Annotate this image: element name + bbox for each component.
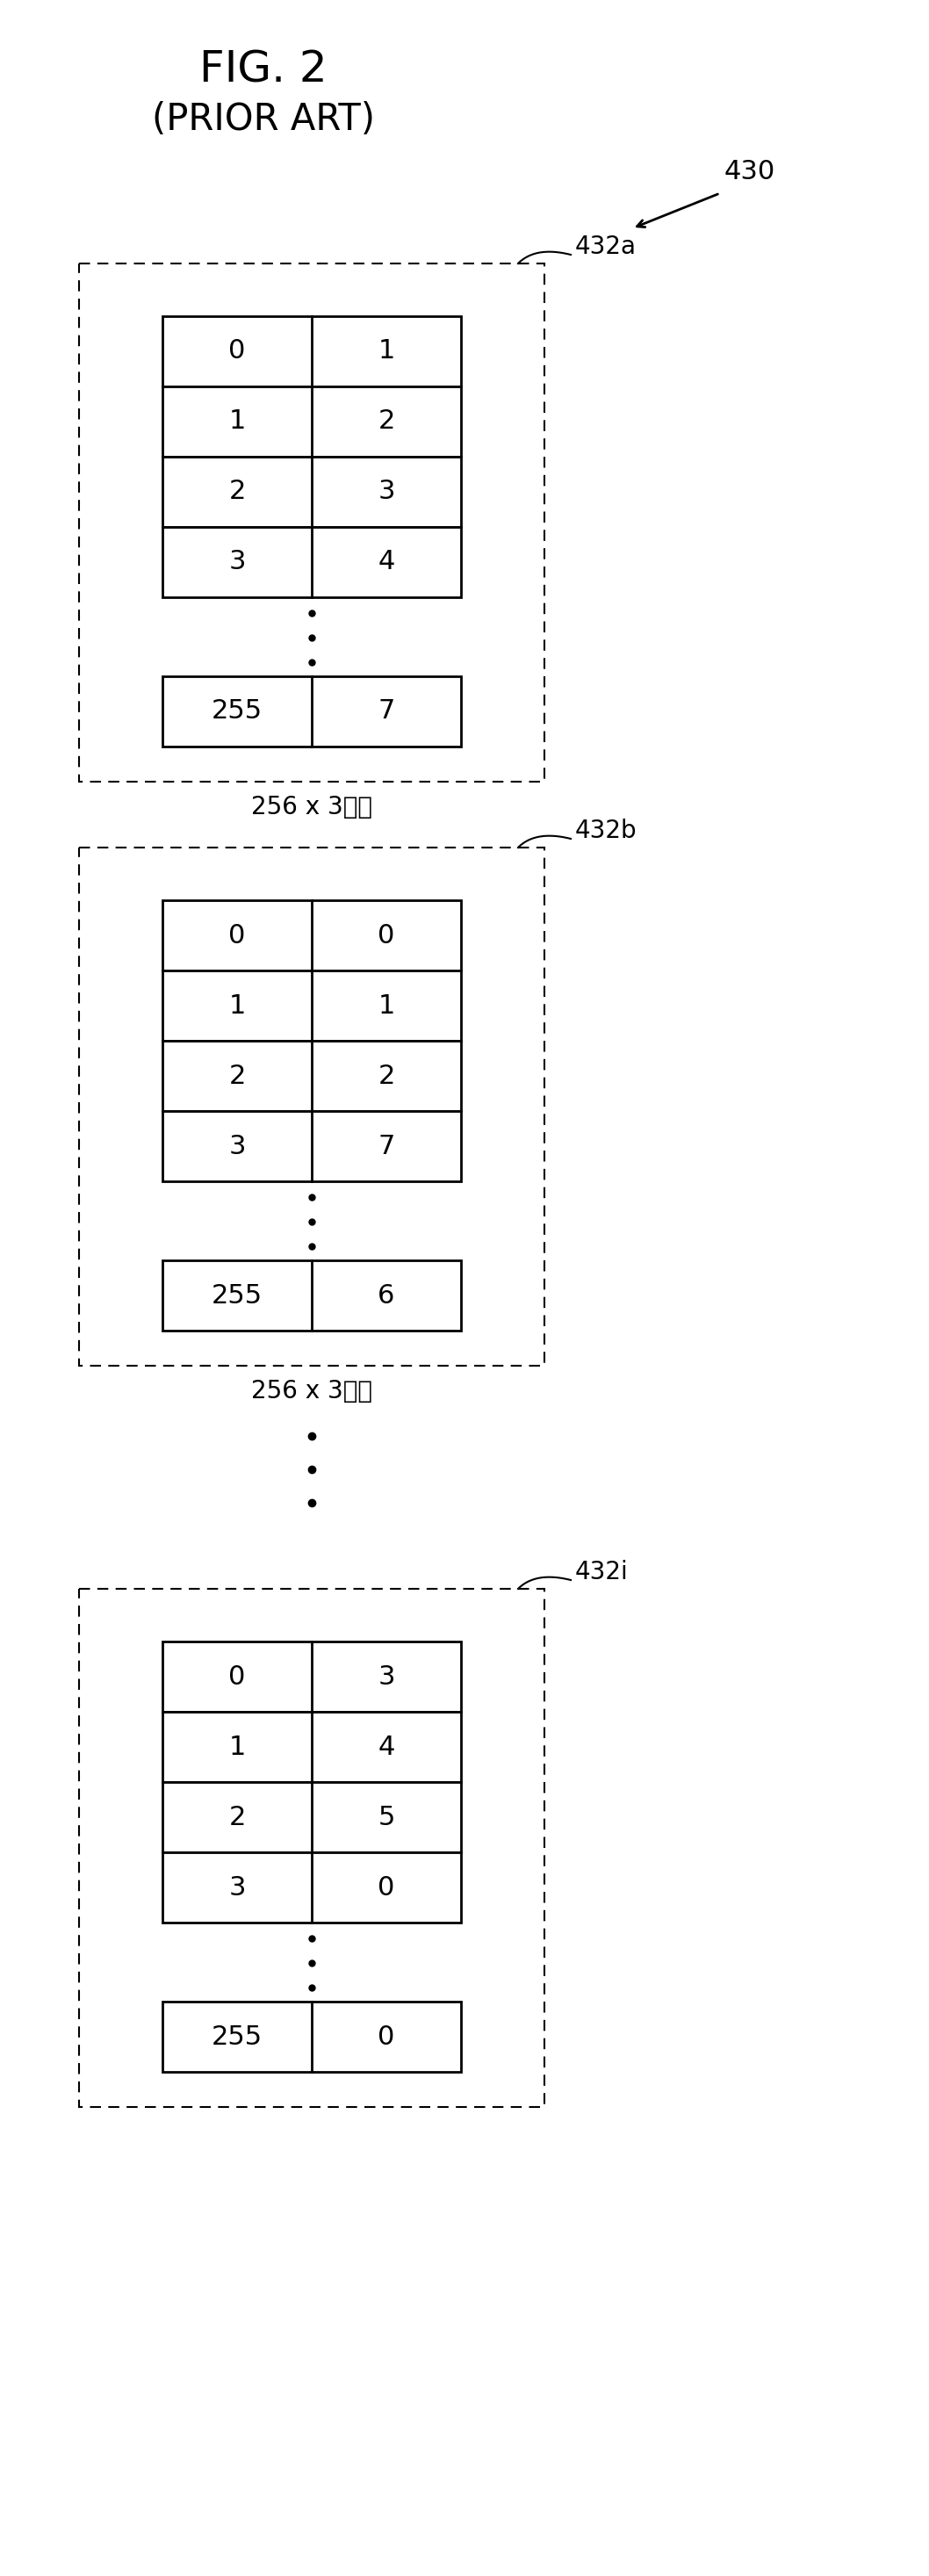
- Bar: [79, 263, 544, 781]
- Text: 0: 0: [378, 2025, 395, 2050]
- Bar: [163, 677, 461, 747]
- Text: 0: 0: [378, 922, 395, 948]
- Text: 2: 2: [229, 1064, 245, 1090]
- Text: 0: 0: [378, 1875, 395, 1901]
- Text: 0: 0: [229, 922, 245, 948]
- Text: 4: 4: [378, 549, 395, 574]
- Text: 3: 3: [378, 1664, 395, 1690]
- Text: 0: 0: [229, 1664, 245, 1690]
- Text: 1: 1: [378, 337, 395, 363]
- Text: 2: 2: [229, 1803, 245, 1829]
- Text: (PRIOR ART): (PRIOR ART): [152, 100, 375, 139]
- Text: 432b: 432b: [575, 819, 637, 842]
- Text: 2: 2: [229, 479, 245, 505]
- Text: 1: 1: [378, 992, 395, 1018]
- Text: 2: 2: [378, 1064, 395, 1090]
- Text: 3: 3: [378, 479, 395, 505]
- Bar: [79, 1589, 544, 2107]
- Bar: [163, 2002, 461, 2071]
- Text: 4: 4: [378, 1734, 395, 1759]
- Bar: [79, 848, 544, 1365]
- Bar: [163, 1641, 461, 1713]
- Text: 2: 2: [378, 410, 395, 435]
- Bar: [163, 386, 461, 456]
- Text: 255: 255: [212, 1283, 263, 1309]
- Bar: [163, 971, 461, 1041]
- Text: 255: 255: [212, 2025, 263, 2050]
- Text: 3: 3: [229, 1875, 245, 1901]
- Bar: [163, 1110, 461, 1182]
- Text: 7: 7: [378, 1133, 395, 1159]
- Bar: [163, 528, 461, 598]
- Text: 6: 6: [378, 1283, 395, 1309]
- Text: 1: 1: [229, 1734, 245, 1759]
- Text: 3: 3: [229, 1133, 245, 1159]
- Text: 1: 1: [229, 992, 245, 1018]
- Text: 5: 5: [378, 1803, 395, 1829]
- Bar: [163, 899, 461, 971]
- Text: 256 x 3비트: 256 x 3비트: [251, 796, 373, 819]
- Text: 1: 1: [229, 410, 245, 435]
- Bar: [163, 1852, 461, 1922]
- Bar: [163, 317, 461, 386]
- Text: 0: 0: [229, 337, 245, 363]
- Bar: [163, 456, 461, 528]
- Text: 256 x 3비트: 256 x 3비트: [251, 1378, 373, 1404]
- Bar: [163, 1713, 461, 1783]
- Text: FIG. 2: FIG. 2: [200, 49, 327, 90]
- Text: 430: 430: [725, 160, 776, 185]
- Bar: [163, 1260, 461, 1332]
- Bar: [163, 1783, 461, 1852]
- Text: 432i: 432i: [575, 1561, 629, 1584]
- Text: 255: 255: [212, 698, 263, 724]
- Text: 7: 7: [378, 698, 395, 724]
- Bar: [163, 1041, 461, 1110]
- Text: 432a: 432a: [575, 234, 636, 260]
- Text: 3: 3: [229, 549, 245, 574]
